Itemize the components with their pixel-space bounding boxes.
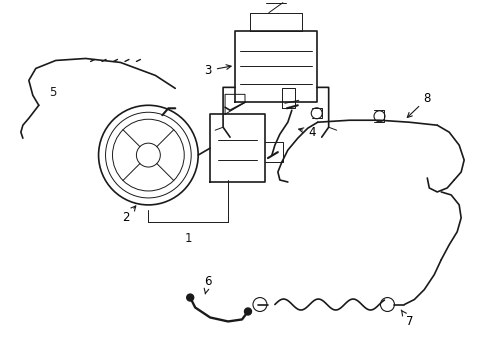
Text: 5: 5 (49, 86, 56, 99)
Text: 8: 8 (407, 92, 430, 117)
Text: 2: 2 (122, 206, 136, 224)
Circle shape (186, 294, 193, 301)
Text: 7: 7 (400, 310, 412, 328)
Text: 6: 6 (204, 275, 211, 294)
Text: 1: 1 (184, 232, 192, 245)
Text: 4: 4 (298, 126, 315, 139)
Text: 3: 3 (204, 64, 231, 77)
Circle shape (244, 308, 251, 315)
